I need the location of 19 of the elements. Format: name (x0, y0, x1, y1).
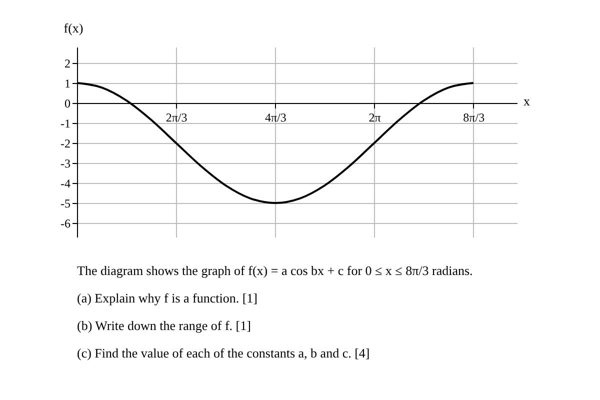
text: (b) Write down the range of f. [1] (77, 318, 251, 333)
y-tick-label: -4 (60, 176, 70, 190)
text: The diagram shows the graph of f(x) = a cos bx + c for 0 ≤ x ≤ 8π/3 radians. (77, 262, 473, 278)
x-axis-title: x (524, 94, 530, 108)
y-axis-title: f(x) (64, 20, 84, 36)
x-tick-label: 2π/3 (166, 110, 188, 124)
x-tick-label: 2π (368, 110, 381, 124)
y-tick-label: 2 (64, 56, 70, 70)
y-tick-label: -6 (60, 216, 70, 230)
y-tick-label: 0 (64, 96, 70, 110)
y-tick-label: -5 (60, 196, 70, 210)
text: (c) Find the value of each of the constants a, b and c. [4] (77, 345, 370, 360)
y-tick-label: 1 (64, 76, 70, 90)
x-tick-label: 4π/3 (264, 110, 286, 124)
y-tick-label: -2 (60, 136, 70, 150)
y-tick-label: -1 (60, 116, 70, 130)
x-tick-label: 8π/3 (463, 110, 485, 124)
y-tick-label: -3 (60, 156, 70, 170)
text: (a) Explain why f is a function. [1] (77, 290, 258, 306)
